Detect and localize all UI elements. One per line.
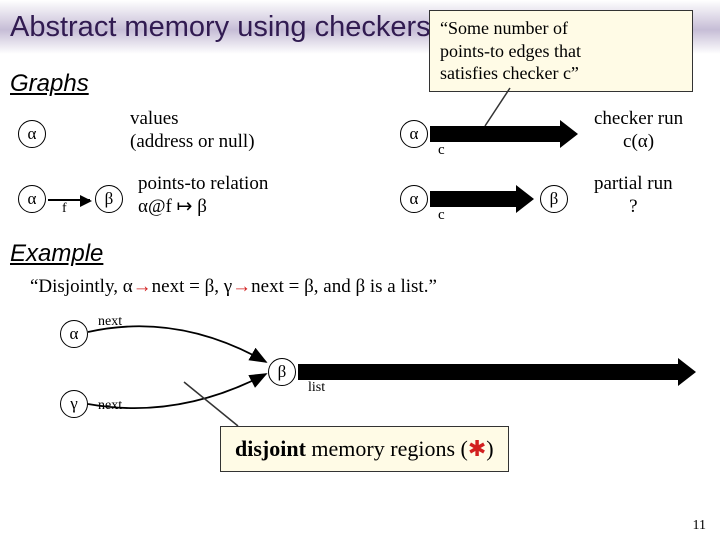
ex-node-gamma: γ bbox=[60, 390, 88, 418]
callout-connector bbox=[480, 88, 520, 128]
section-heading-example: Example bbox=[10, 240, 103, 268]
callout-line: “Some number of bbox=[440, 17, 682, 40]
ex-list-arrow bbox=[298, 364, 678, 380]
slide-title: Abstract memory using checkers bbox=[10, 11, 431, 44]
callout-line: points-to edges that bbox=[440, 40, 682, 63]
node-alpha2-right: α bbox=[400, 185, 428, 213]
desc-line: c(α) bbox=[594, 131, 683, 154]
desc-line: (address or null) bbox=[130, 131, 255, 154]
edge-label-c2: c bbox=[438, 207, 445, 224]
star-icon: ✱ bbox=[468, 436, 486, 461]
row1-right-desc: checker run c(α) bbox=[594, 108, 683, 154]
callout-line: satisfies checker c” bbox=[440, 62, 682, 85]
checker-arrow bbox=[430, 126, 560, 142]
arrow-glyph: → bbox=[232, 276, 251, 297]
node-beta: β bbox=[95, 185, 123, 213]
edge-f-arrow bbox=[48, 199, 90, 201]
checker-arrow-partial bbox=[430, 191, 516, 207]
row2-right-desc: partial run ? bbox=[594, 173, 673, 219]
desc-line: points-to relation bbox=[138, 173, 268, 196]
edge-label-c: c bbox=[438, 142, 445, 159]
row2-desc: points-to relation α@f ↦ β bbox=[138, 173, 268, 219]
node-alpha2: α bbox=[18, 185, 46, 213]
callout2-bold: disjoint bbox=[235, 436, 306, 461]
desc-line: values bbox=[130, 108, 255, 131]
desc-line: partial run bbox=[594, 173, 673, 196]
graph-row-values: α bbox=[18, 120, 46, 148]
sentence-part: next = β, γ bbox=[152, 276, 233, 297]
callout2-close: ) bbox=[486, 436, 493, 461]
callout-disjoint: disjoint memory regions (✱) bbox=[220, 426, 509, 472]
callout2-connector bbox=[180, 380, 250, 434]
desc-line: ? bbox=[594, 196, 673, 219]
page-number: 11 bbox=[693, 518, 706, 534]
ex-node-beta: β bbox=[268, 358, 296, 386]
sentence-part: next = β, and β is a list.” bbox=[251, 276, 437, 297]
desc-line: checker run bbox=[594, 108, 683, 131]
edge-label-f: f bbox=[62, 201, 67, 217]
row1-desc: values (address or null) bbox=[130, 108, 255, 154]
ex-node-alpha: α bbox=[60, 320, 88, 348]
example-sentence: “Disjointly, α→next = β, γ→next = β, and… bbox=[30, 276, 437, 298]
callout-checker-definition: “Some number of points-to edges that sat… bbox=[429, 10, 693, 92]
section-heading-graphs: Graphs bbox=[10, 70, 89, 98]
callout2-rest: memory regions ( bbox=[306, 436, 468, 461]
sentence-part: “Disjointly, α bbox=[30, 276, 133, 297]
arrow-glyph: → bbox=[133, 276, 152, 297]
node-alpha-right: α bbox=[400, 120, 428, 148]
node-beta-right: β bbox=[540, 185, 568, 213]
ex-label-list: list bbox=[308, 380, 325, 396]
desc-line: α@f ↦ β bbox=[138, 196, 268, 219]
node-alpha: α bbox=[18, 120, 46, 148]
